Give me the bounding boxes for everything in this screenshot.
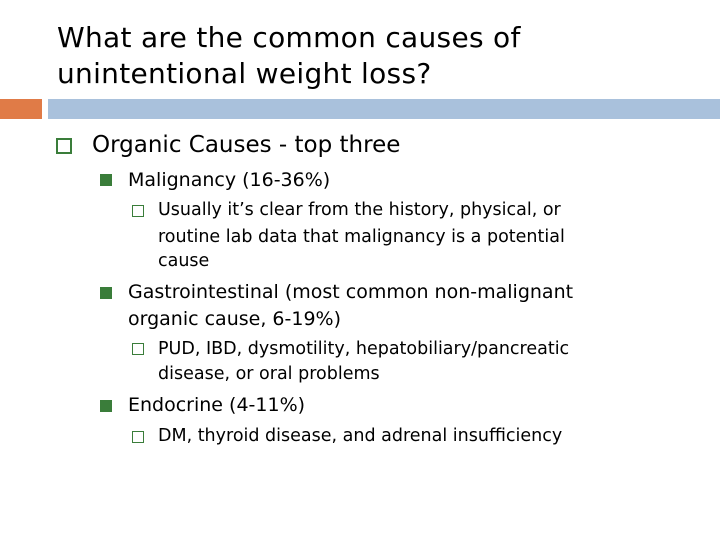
list-item-detail: routine lab data that malignancy is a po… <box>158 227 565 247</box>
accent-block <box>0 99 42 119</box>
list-item-detail: DM, thyroid disease, and adrenal insuffi… <box>158 426 563 446</box>
solid-square-bullet-icon <box>100 400 112 412</box>
section-heading: Organic Causes - top three <box>92 132 401 158</box>
list-item-label: Endocrine (4-11%) <box>128 394 306 416</box>
solid-square-bullet-icon <box>100 287 112 299</box>
list-item-label: organic cause, 6-19%) <box>128 308 341 330</box>
hollow-square-bullet-icon <box>56 138 72 154</box>
list-item-detail: cause <box>158 251 210 271</box>
hollow-square-bullet-icon <box>132 431 144 443</box>
slide-title: What are the common causes of unintentio… <box>57 21 521 90</box>
list-item-label: Malignancy (16-36%) <box>128 169 331 191</box>
list-item-label: Gastrointestinal (most common non-malign… <box>128 281 574 303</box>
list-item-detail: disease, or oral problems <box>158 364 380 384</box>
hollow-square-bullet-icon <box>132 205 144 217</box>
divider-bar <box>48 99 720 119</box>
list-item-detail: PUD, IBD, dysmotility, hepatobiliary/pan… <box>158 339 570 359</box>
solid-square-bullet-icon <box>100 174 112 186</box>
title-divider <box>0 99 720 119</box>
list-item-detail: Usually it’s clear from the history, phy… <box>158 200 561 220</box>
hollow-square-bullet-icon <box>132 343 144 355</box>
